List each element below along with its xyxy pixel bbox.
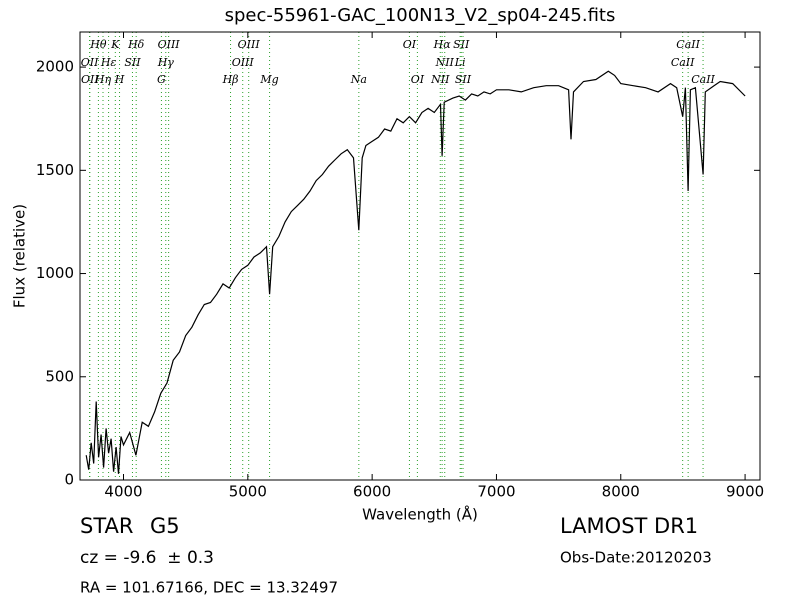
- spectral-line-label: SII: [124, 56, 141, 69]
- spectral-line-label: Hγ: [157, 56, 175, 69]
- y-tick-label: 500: [45, 367, 74, 385]
- y-tick-label: 0: [64, 471, 74, 489]
- x-tick-label: 4000: [104, 483, 142, 501]
- x-axis-label: Wavelength (Å): [362, 505, 478, 524]
- spectral-line-label: OIII: [158, 38, 181, 51]
- x-tick-label: 7000: [477, 483, 515, 501]
- redshift: cz = -9.6 ± 0.3: [80, 548, 214, 568]
- x-tick-label: 5000: [229, 483, 267, 501]
- spectral-line-label: Hδ: [127, 38, 145, 51]
- spectral-line-label: H: [114, 73, 125, 86]
- spectral-line-label: Hα: [433, 38, 452, 51]
- spectral-line-label: OI: [411, 73, 425, 86]
- spectral-line-label: Hη: [94, 73, 112, 86]
- spectral-line-label: Hθ: [89, 38, 107, 51]
- y-tick-label: 1000: [36, 264, 74, 282]
- subclass: G5: [150, 514, 180, 538]
- spectral-line-label: Mg: [259, 73, 278, 86]
- spectral-line-label: CaII: [691, 73, 715, 86]
- spectral-line-label: OIII: [232, 56, 255, 69]
- spectral-line-label: G: [157, 73, 166, 86]
- object-class: STAR: [80, 514, 133, 538]
- spectral-line-label: OII: [81, 73, 99, 86]
- spectral-line-label: K: [110, 38, 120, 51]
- obs-date: Obs-Date:20120203: [560, 549, 712, 567]
- plot-frame: [79, 31, 761, 481]
- chart-title: spec-55961-GAC_100N13_V2_sp04-245.fits: [225, 5, 616, 26]
- survey: LAMOST DR1: [560, 514, 698, 538]
- spectral-line-label: CaII: [671, 56, 695, 69]
- spectral-line-label: SII: [453, 38, 470, 51]
- coordinates: RA = 101.67166, DEC = 13.32497: [80, 579, 338, 597]
- spectral-line-label: CaII: [676, 38, 700, 51]
- x-tick-label: 6000: [353, 483, 391, 501]
- x-tick-label: 8000: [602, 483, 640, 501]
- spectral-line-label: OII: [81, 56, 99, 69]
- spectral-line-label: NII: [435, 56, 455, 69]
- y-tick-label: 1500: [36, 161, 74, 179]
- spectral-line-label: NII: [430, 73, 450, 86]
- y-tick-label: 2000: [36, 58, 74, 76]
- x-tick-label: 9000: [726, 483, 764, 501]
- spectral-line-label: OIII: [238, 38, 261, 51]
- spectral-line-label: SII: [455, 73, 472, 86]
- spectral-line-label: Li: [454, 56, 466, 69]
- spectral-line-label: Hε: [100, 56, 117, 69]
- spectrum-line: [85, 70, 746, 474]
- spectral-line-label: Hβ: [222, 73, 239, 86]
- spectral-line-label: OI: [403, 38, 417, 51]
- y-axis-label: Flux (relative): [11, 204, 29, 308]
- spectral-line-label: Na: [350, 73, 367, 86]
